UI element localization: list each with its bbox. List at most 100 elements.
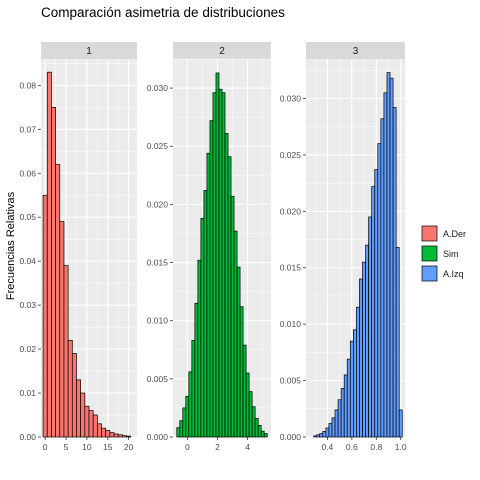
histogram-bar <box>242 344 247 438</box>
x-tick-label: 15 <box>103 442 113 452</box>
histogram-bar <box>59 221 65 438</box>
legend-label: A.Izq <box>443 269 464 279</box>
histogram-bar <box>337 399 342 438</box>
histogram-bar <box>374 169 379 438</box>
histogram-bar <box>42 194 48 438</box>
facet-strip <box>173 42 271 59</box>
y-tick-label: 0.07 <box>19 124 36 134</box>
facet-panel-3: 3 0.000 0.005 0.010 0.015 0.020 0.025 0.030 0.4 0… <box>280 42 407 452</box>
histogram-bar <box>88 410 94 438</box>
y-tick-label: 0.030 <box>280 93 302 103</box>
histogram-bar <box>248 391 253 438</box>
histogram-bar <box>331 417 336 438</box>
histogram-bar <box>340 388 345 438</box>
histogram-bar <box>346 358 351 438</box>
histogram-bar <box>63 265 69 438</box>
y-tick-label: 0.000 <box>147 432 169 442</box>
y-tick-label: 0.02 <box>19 344 36 354</box>
histogram-bar <box>389 77 394 438</box>
x-tick-label: 10 <box>82 442 92 452</box>
y-tick-label: 0.005 <box>147 374 169 384</box>
histogram-bar <box>105 430 111 438</box>
histogram-bar <box>109 432 115 438</box>
legend-key <box>421 225 438 242</box>
histogram-bar <box>221 92 226 438</box>
histogram-bar <box>368 216 373 438</box>
y-tick-label: 0.04 <box>19 256 36 266</box>
y-tick-label: 0.015 <box>280 263 302 273</box>
histogram-bar <box>92 414 98 438</box>
histogram-bar <box>233 230 238 438</box>
histogram-bar <box>353 329 357 438</box>
y-tick-label: 0.010 <box>280 319 302 329</box>
histogram-bar <box>194 302 199 438</box>
histogram-bar <box>191 340 196 438</box>
histogram-bar <box>343 374 348 438</box>
y-tick-label: 0.000 <box>280 432 302 442</box>
histogram-bar <box>319 433 324 438</box>
y-tick-label: 0.06 <box>19 168 36 178</box>
x-tick-label: 2 <box>215 442 220 452</box>
histogram-bar <box>377 143 382 438</box>
y-tick-label: 0.020 <box>280 206 302 216</box>
chart-title: Comparación asimetria de distribuciones <box>41 5 285 20</box>
histogram-bar <box>371 186 376 438</box>
histogram-bar <box>260 430 265 438</box>
x-tick-label: 4 <box>245 442 250 452</box>
histogram-bar <box>113 433 119 438</box>
histogram-bar <box>325 427 330 438</box>
histogram-bar <box>349 340 354 438</box>
y-tick-label: 0.010 <box>147 316 169 326</box>
legend: A.Der Sim A.Izq <box>421 225 466 282</box>
y-axis-label: Frecuencias Relativas <box>5 191 17 300</box>
histogram-bar <box>179 420 184 438</box>
histogram-bar <box>84 405 90 438</box>
x-tick-label: 1.0 <box>395 442 407 452</box>
x-tick-label: 0 <box>185 442 190 452</box>
facet-strip-label: 2 <box>219 46 225 57</box>
histogram-bar <box>245 372 250 438</box>
x-tick-label: 5 <box>64 442 69 452</box>
histogram-bar <box>380 118 385 438</box>
y-tick-label: 0.015 <box>147 258 169 268</box>
histogram-bar <box>71 353 77 438</box>
histogram-bar <box>101 427 107 438</box>
histogram-bar <box>67 339 73 438</box>
histogram-bar <box>188 371 193 438</box>
histogram-bar <box>227 156 232 438</box>
histogram-bar <box>197 259 202 438</box>
histogram-bar <box>203 190 208 438</box>
histogram-bar <box>392 107 397 438</box>
facet-strip-label: 1 <box>86 46 92 57</box>
histogram-bar <box>254 418 259 438</box>
histogram-bar <box>316 434 321 438</box>
histogram-bar <box>182 407 187 438</box>
histogram-bar <box>313 435 318 438</box>
histogram-bar <box>263 433 268 438</box>
x-tick-label: 0.6 <box>346 442 358 452</box>
histogram-bar <box>200 217 205 438</box>
histogram-bar <box>206 152 211 438</box>
histogram-bar <box>176 427 181 438</box>
histogram-bar <box>365 244 369 438</box>
histogram-bar <box>209 120 214 438</box>
facet-strip <box>306 42 405 59</box>
histogram-bar <box>359 278 363 438</box>
histogram-bar <box>257 425 262 438</box>
histogram-bar <box>383 92 388 438</box>
histogram-bar <box>356 306 360 438</box>
histogram-bar <box>126 435 132 438</box>
facet-strip <box>41 42 137 59</box>
legend-label: Sim <box>443 249 459 259</box>
histogram-bar <box>395 247 400 438</box>
y-tick-label: 0.025 <box>280 150 302 160</box>
histogram-bar <box>386 72 391 438</box>
facet-strip-label: 3 <box>353 46 359 57</box>
facet-panels: 1 0.00 0.01 0.02 0.03 0.04 0.05 0.06 0.07 0.08 0 5 1… <box>19 42 407 452</box>
legend-key <box>421 265 438 282</box>
y-tick-label: 0.00 <box>19 432 36 442</box>
facet-panel-2: 2 0.000 0.005 0.010 0.015 0.020 0.025 0.030 0 2 4 <box>147 42 271 452</box>
legend-label: A.Der <box>443 229 466 239</box>
y-tick-label: 0.025 <box>147 141 169 151</box>
